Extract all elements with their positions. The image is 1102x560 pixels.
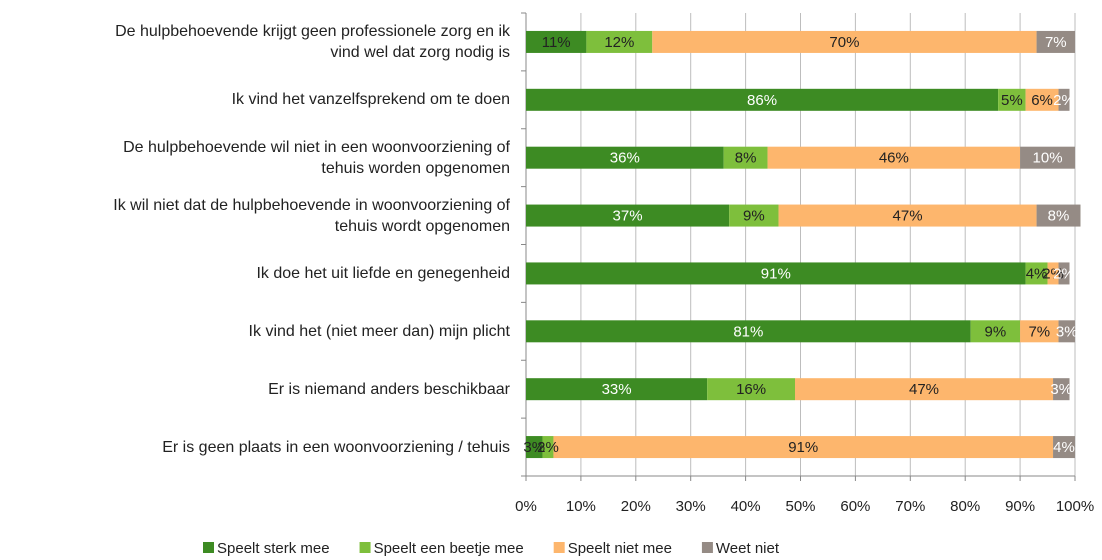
data-label: 6% bbox=[1031, 92, 1053, 109]
x-tick-label: 100% bbox=[1056, 498, 1094, 515]
x-tick-label: 90% bbox=[1005, 498, 1035, 515]
data-label: 86% bbox=[747, 92, 777, 109]
y-tick-label: Er is niemand anders beschikbaar bbox=[268, 380, 510, 398]
y-tick-label: De hulpbehoevende wil niet in een woonvo… bbox=[123, 138, 510, 177]
bar-segment bbox=[586, 30, 653, 53]
legend-swatch bbox=[701, 542, 713, 553]
bar-segment bbox=[1025, 262, 1048, 285]
y-tick-label: Ik vind het vanzelfsprekend om te doen bbox=[231, 91, 510, 109]
y-tick-label: De hulpbehoevende krijgt geen profession… bbox=[115, 22, 510, 61]
data-label: 3% bbox=[1056, 323, 1078, 340]
data-label: 4% bbox=[1053, 439, 1075, 456]
legend-label: Weet niet bbox=[716, 540, 780, 557]
x-tick-label: 30% bbox=[676, 498, 706, 515]
data-label: 4% bbox=[1026, 265, 1048, 282]
bar-segment bbox=[526, 30, 587, 53]
data-label: 10% bbox=[1033, 150, 1063, 167]
bar-segment bbox=[1020, 320, 1059, 343]
bar-segment bbox=[526, 436, 543, 459]
bar-segment bbox=[1036, 30, 1075, 53]
x-tick-label: 10% bbox=[566, 498, 596, 515]
bar-segment bbox=[526, 146, 724, 169]
bar-segment bbox=[723, 146, 768, 169]
data-label: 7% bbox=[1028, 323, 1050, 340]
y-tick-label: Er is geen plaats in een woonvoorziening… bbox=[162, 438, 510, 456]
data-label: 36% bbox=[610, 150, 640, 167]
legend-swatch bbox=[359, 542, 371, 553]
data-label: 5% bbox=[1001, 92, 1023, 109]
x-tick-label: 20% bbox=[621, 498, 651, 515]
bar-segment bbox=[526, 378, 708, 401]
bar-segment bbox=[970, 320, 1021, 343]
data-label: 47% bbox=[893, 208, 923, 225]
data-label: 2% bbox=[1053, 92, 1075, 109]
bar-segment bbox=[1058, 88, 1070, 111]
bar-segment bbox=[1053, 378, 1070, 401]
data-label: 91% bbox=[761, 265, 791, 282]
x-tick-label: 70% bbox=[895, 498, 925, 515]
data-label: 91% bbox=[788, 439, 818, 456]
bar-segment bbox=[767, 146, 1021, 169]
bar-segment bbox=[778, 204, 1037, 227]
bar-segment bbox=[542, 436, 554, 459]
bar-segment bbox=[1047, 262, 1059, 285]
data-label: 9% bbox=[743, 208, 765, 225]
bar-segment bbox=[652, 30, 1037, 53]
x-tick-label: 60% bbox=[840, 498, 870, 515]
legend-swatch bbox=[203, 542, 214, 553]
bar-segment bbox=[1053, 436, 1075, 459]
data-label: 2% bbox=[1042, 265, 1064, 282]
y-tick-label: Ik doe het uit liefde en genegenheid bbox=[256, 264, 510, 282]
legend-label: Speelt een beetje mee bbox=[374, 540, 524, 557]
x-tick-label: 0% bbox=[515, 498, 537, 515]
x-tick-label: 40% bbox=[731, 498, 761, 515]
bar-segment bbox=[1058, 320, 1075, 343]
bar-segment bbox=[1036, 204, 1081, 227]
x-tick-label: 50% bbox=[785, 498, 815, 515]
bar-segment bbox=[795, 378, 1054, 401]
bar-segment bbox=[729, 204, 779, 227]
data-label: 70% bbox=[829, 34, 859, 51]
data-label: 2% bbox=[537, 439, 559, 456]
data-label: 11% bbox=[542, 34, 571, 51]
data-label: 37% bbox=[613, 208, 643, 225]
data-label: 33% bbox=[602, 381, 632, 398]
bar-segment bbox=[526, 204, 730, 227]
legend-label: Speelt niet mee bbox=[568, 540, 672, 557]
legend-label: Speelt sterk mee bbox=[217, 540, 330, 557]
x-tick-label: 80% bbox=[950, 498, 980, 515]
y-tick-label: Ik vind het (niet meer dan) mijn plicht bbox=[248, 322, 510, 340]
legend-swatch bbox=[553, 542, 565, 553]
data-label: 8% bbox=[735, 150, 757, 167]
data-label: 3% bbox=[523, 439, 545, 456]
bar-segment bbox=[1025, 88, 1059, 111]
bar-segment bbox=[553, 436, 1054, 459]
data-label: 47% bbox=[909, 381, 939, 398]
data-label: 8% bbox=[1048, 208, 1070, 225]
bar-segment bbox=[526, 88, 999, 111]
bar-segment bbox=[526, 320, 971, 343]
data-label: 16% bbox=[736, 381, 766, 398]
data-label: 2% bbox=[1053, 265, 1075, 282]
bar-segment bbox=[998, 88, 1026, 111]
bar-segment bbox=[1020, 146, 1075, 169]
data-label: 9% bbox=[985, 323, 1007, 340]
data-label: 81% bbox=[733, 323, 763, 340]
bar-segment bbox=[1058, 262, 1070, 285]
y-tick-label: Ik wil niet dat de hulpbehoevende in woo… bbox=[113, 196, 510, 235]
bar-segment bbox=[526, 262, 1026, 285]
data-label: 46% bbox=[879, 150, 909, 167]
data-label: 3% bbox=[1050, 381, 1072, 398]
bar-segment bbox=[707, 378, 796, 401]
data-label: 12% bbox=[604, 34, 634, 51]
data-label: 7% bbox=[1045, 34, 1067, 51]
